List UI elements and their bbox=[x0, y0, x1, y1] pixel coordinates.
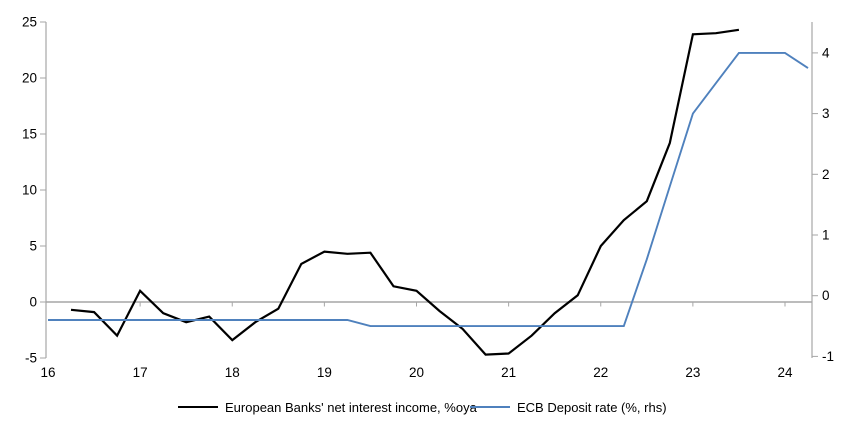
y-axis-left-label: 25 bbox=[22, 15, 37, 30]
y-axis-left-label: -5 bbox=[25, 351, 37, 366]
x-axis-label: 18 bbox=[225, 365, 240, 380]
x-axis-label: 21 bbox=[501, 365, 516, 380]
x-axis-label: 22 bbox=[593, 365, 608, 380]
x-axis-label: 23 bbox=[685, 365, 700, 380]
x-axis-label: 19 bbox=[317, 365, 332, 380]
y-axis-right-label: 0 bbox=[822, 288, 830, 303]
legend-item-ecb-deposit-rate: ECB Deposit rate (%, rhs) bbox=[470, 397, 667, 417]
series-line-ecb-deposit-rate bbox=[48, 51, 809, 328]
y-axis-right-label: 3 bbox=[822, 106, 830, 121]
y-axis-left-label: 0 bbox=[29, 295, 37, 310]
legend: European Banks' net interest income, %oy… bbox=[0, 397, 852, 417]
x-axis-label: 24 bbox=[777, 365, 793, 380]
y-axis-left-label: 20 bbox=[22, 71, 37, 86]
y-axis-left-label: 5 bbox=[29, 239, 37, 254]
y-axis-left-label: 10 bbox=[22, 183, 37, 198]
y-axis-right-label: -1 bbox=[822, 349, 834, 364]
nii-line-swatch bbox=[178, 406, 218, 408]
y-axis-right-label: 2 bbox=[822, 167, 830, 182]
legend-item-net-interest-income: European Banks' net interest income, %oy… bbox=[178, 397, 477, 417]
x-axis-label: 17 bbox=[133, 365, 148, 380]
y-axis-left-label: 15 bbox=[22, 127, 37, 142]
x-axis-label: 20 bbox=[409, 365, 424, 380]
ecb-legend-label: ECB Deposit rate (%, rhs) bbox=[517, 399, 667, 415]
y-axis-right-label: 4 bbox=[822, 45, 830, 60]
y-axis-right-label: 1 bbox=[822, 228, 830, 243]
series-line-net-interest-income bbox=[70, 28, 740, 356]
ecb-line-swatch bbox=[470, 406, 510, 408]
nii-legend-label: European Banks' net interest income, %oy… bbox=[225, 399, 477, 415]
x-axis-label: 16 bbox=[40, 365, 55, 380]
